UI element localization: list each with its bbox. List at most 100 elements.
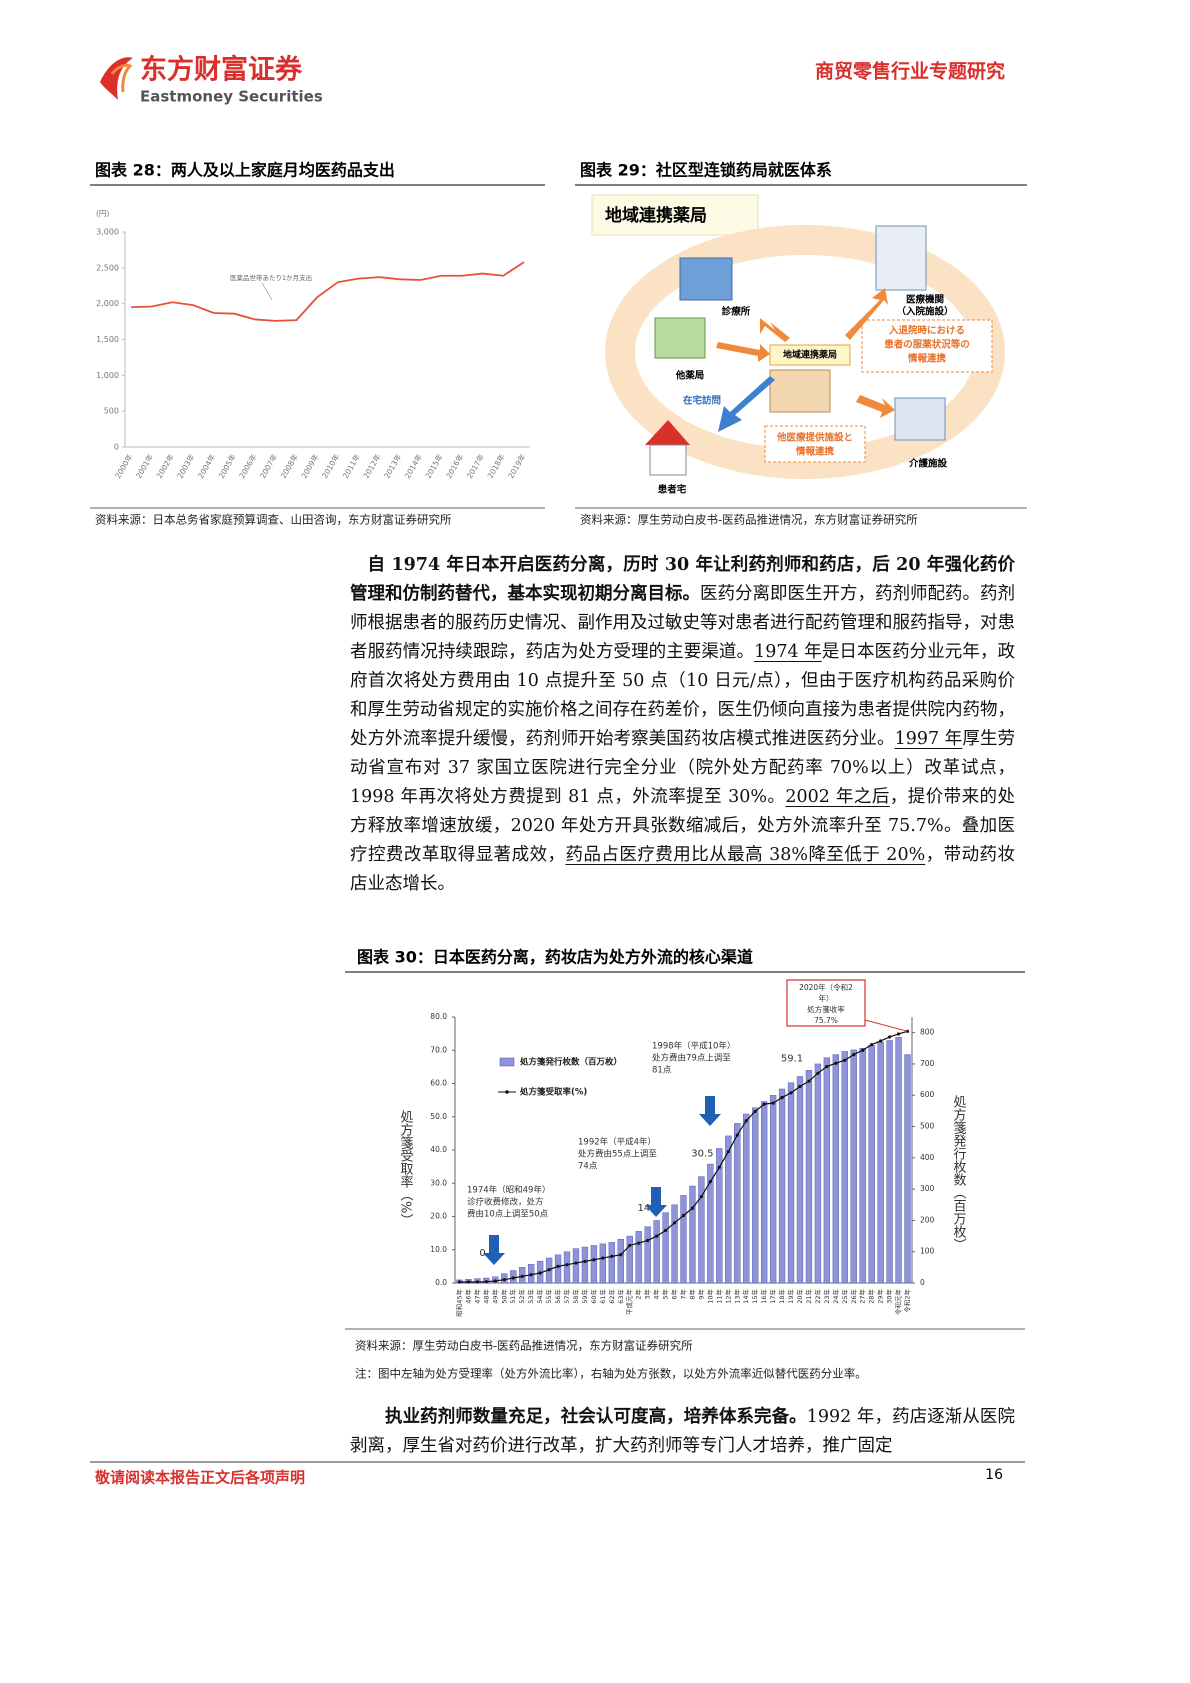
line-point [583,1259,587,1263]
legend-label: 処方箋受取率(%) [519,1087,587,1098]
bar [778,1088,786,1284]
line-point [601,1256,605,1260]
logo-text: 东方财富证券 [140,54,303,86]
annotation-arrow [483,1235,505,1265]
x-tick-label: 7年 [679,1289,688,1300]
x-tick-label: 52年 [517,1289,526,1304]
bar [787,1082,795,1284]
text-run: 1974 年 [754,642,822,662]
x-tick-label: 12年 [723,1289,732,1304]
line-point [628,1243,632,1248]
bar [671,1204,678,1284]
link-box [764,425,866,463]
x-tick-label: 平成元年 [625,1289,634,1316]
bar [769,1095,777,1284]
line-point [735,1133,739,1137]
axis-unit: (円) [96,209,109,218]
annotation: 2020年（令和2 [799,982,853,992]
text-run: 厚生劳动省宣布对 37 家国立医院进行完全分业（院外处方配药率 70%以上）改革… [350,729,1016,807]
x-tick-label: 23年 [822,1289,831,1304]
x-tick-label: 2012年 [361,452,383,480]
data-label: 59.1 [781,1053,803,1064]
bar [868,1044,875,1284]
link-box [861,319,993,373]
y-tick-label: 30.0 [430,1178,447,1187]
bar [653,1220,660,1284]
annotation: 年） [819,993,834,1003]
x-tick-label: 55年 [544,1289,553,1304]
line-point [538,1271,542,1275]
x-tick-label: 2014年 [402,452,424,480]
figure-note: 注：图中左轴为处方受理率（处方外流比率），右轴为处方张数，以处方外流率近似替代医… [355,1367,867,1381]
x-tick-label: 62年 [607,1289,616,1304]
x-tick-label: 令和元年 [894,1289,903,1316]
annotation-arrow [645,1187,667,1217]
line-point [887,1035,892,1039]
x-tick-label: 61年 [598,1289,607,1304]
x-tick-label: 2007年 [257,452,279,480]
disclaimer: 敬请阅读本报告正文后各项声明 [94,1469,305,1487]
arrow [760,318,790,342]
y2-tick-label: 800 [920,1028,935,1037]
diagram-label: 他薬局 [675,370,705,382]
bar [662,1212,669,1284]
diagram-label: 地域連携薬局 [783,349,837,361]
x-tick-label: 2013年 [381,452,403,480]
bar [716,1148,723,1284]
annotation: 诊疗收费修改，处方 [467,1197,544,1208]
line-point [681,1213,686,1218]
text-run: 执业药剂师数量充足，社会认可度高，培养体系完备。 [385,1407,807,1427]
x-tick-label: 27年 [858,1289,867,1304]
x-tick-label: 22年 [813,1289,822,1304]
x-tick-label: 昭和45年 [454,1289,463,1317]
line-point [798,1084,802,1089]
bar [725,1135,732,1284]
line-point [520,1274,524,1278]
line-point [896,1032,901,1036]
bar [617,1238,624,1284]
center-box [769,344,851,366]
bar [859,1048,866,1284]
diagram-label: 医療機関 [906,294,944,306]
x-tick-label: 3年 [643,1289,652,1300]
line-point [637,1241,641,1245]
legend-swatch [505,1090,509,1094]
hospital-icon [875,225,927,291]
page-number: 16 [985,1467,1003,1483]
bar [626,1235,633,1284]
line-point [663,1228,668,1233]
text-run: 医药分离即医生开方，药剂师配药。药剂师根据患者的服药历史情况、副作用及过敏史等对… [350,584,1015,662]
bar [760,1101,768,1284]
x-tick-label: 令和2年 [903,1289,912,1313]
line-point [475,1280,480,1284]
text-run: 1992 年，药店逐渐从医院剥离，厚生省对药价进行改革，扩大药剂师等专门人才培养… [350,1407,1016,1456]
x-tick-label: 54年 [535,1289,544,1304]
bar [608,1242,615,1284]
annotation-leader [261,282,273,301]
y2-tick-label: 200 [920,1215,935,1224]
figure-source: 资料来源：厚生劳动白皮书-医药品推进情况，东方财富证券研究所 [355,1339,693,1353]
bar [796,1076,804,1284]
y2-tick-label: 100 [920,1247,935,1256]
line-point [529,1273,533,1277]
line-point [905,1029,910,1033]
annotation: 処方箋收率 [807,1004,845,1014]
legend-swatch [499,1057,515,1067]
annotation: 处方费由79点上调至 [652,1053,731,1064]
line-point [690,1206,695,1210]
x-tick-label: 8年 [687,1289,696,1300]
bar [841,1051,848,1284]
x-tick-label: 2002年 [154,452,176,480]
logo-mark-accent [110,63,133,93]
bar [904,1054,911,1284]
bar [886,1040,893,1284]
x-tick-label: 2001年 [133,452,155,480]
annotation-leader [864,1019,908,1032]
line-point [655,1234,659,1238]
y-tick-label: 0 [114,443,119,452]
x-tick-label: 49年 [490,1289,499,1304]
figure-title: 图表 29：社区型连锁药局就医体系 [580,161,832,180]
line-point [771,1101,775,1105]
diagram-heading: 地域連携薬局 [605,205,707,226]
